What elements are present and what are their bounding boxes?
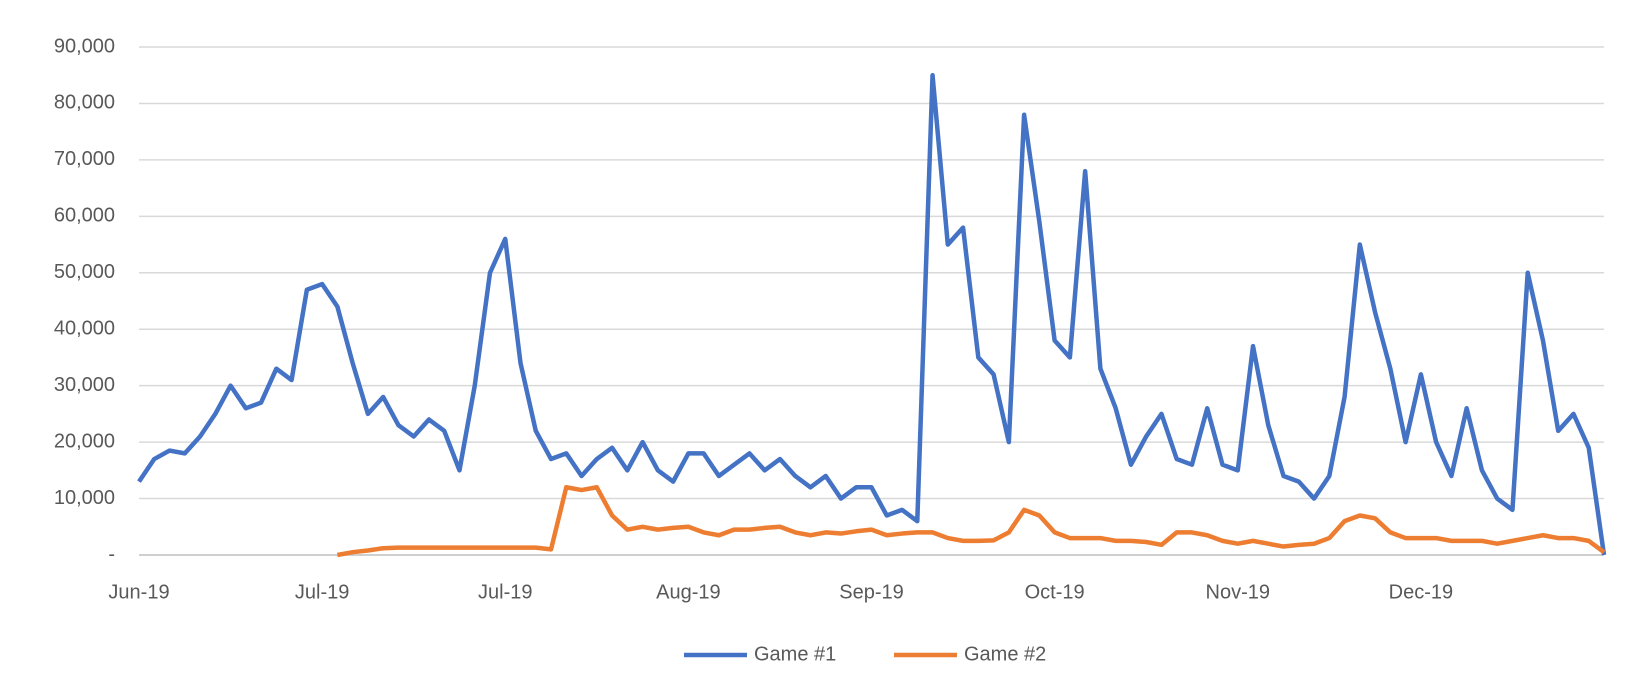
- x-tick-label: Sep-19: [839, 581, 904, 603]
- y-tick-label: 10,000: [54, 487, 115, 509]
- x-tick-label: Nov-19: [1206, 581, 1270, 603]
- x-tick-label: Jul-19: [478, 581, 532, 603]
- y-tick-label: 20,000: [54, 430, 115, 452]
- y-tick-label: 90,000: [54, 35, 115, 57]
- legend-label: Game #1: [754, 643, 836, 665]
- x-tick-label: Oct-19: [1025, 581, 1085, 603]
- x-tick-label: Jul-19: [295, 581, 349, 603]
- legend-label: Game #2: [964, 643, 1046, 665]
- x-tick-label: Aug-19: [656, 581, 721, 603]
- y-tick-label: 30,000: [54, 374, 115, 396]
- y-tick-label: 60,000: [54, 205, 115, 227]
- series-line: [336, 485, 1606, 558]
- y-tick-label: 50,000: [54, 261, 115, 283]
- y-tick-label: -: [108, 543, 115, 565]
- y-tick-label: 80,000: [54, 92, 115, 114]
- y-tick-label: 40,000: [54, 318, 115, 340]
- x-tick-label: Dec-19: [1389, 581, 1453, 603]
- x-tick-label: Jun-19: [108, 581, 169, 603]
- series-line: [137, 72, 1607, 556]
- y-tick-label: 70,000: [54, 148, 115, 170]
